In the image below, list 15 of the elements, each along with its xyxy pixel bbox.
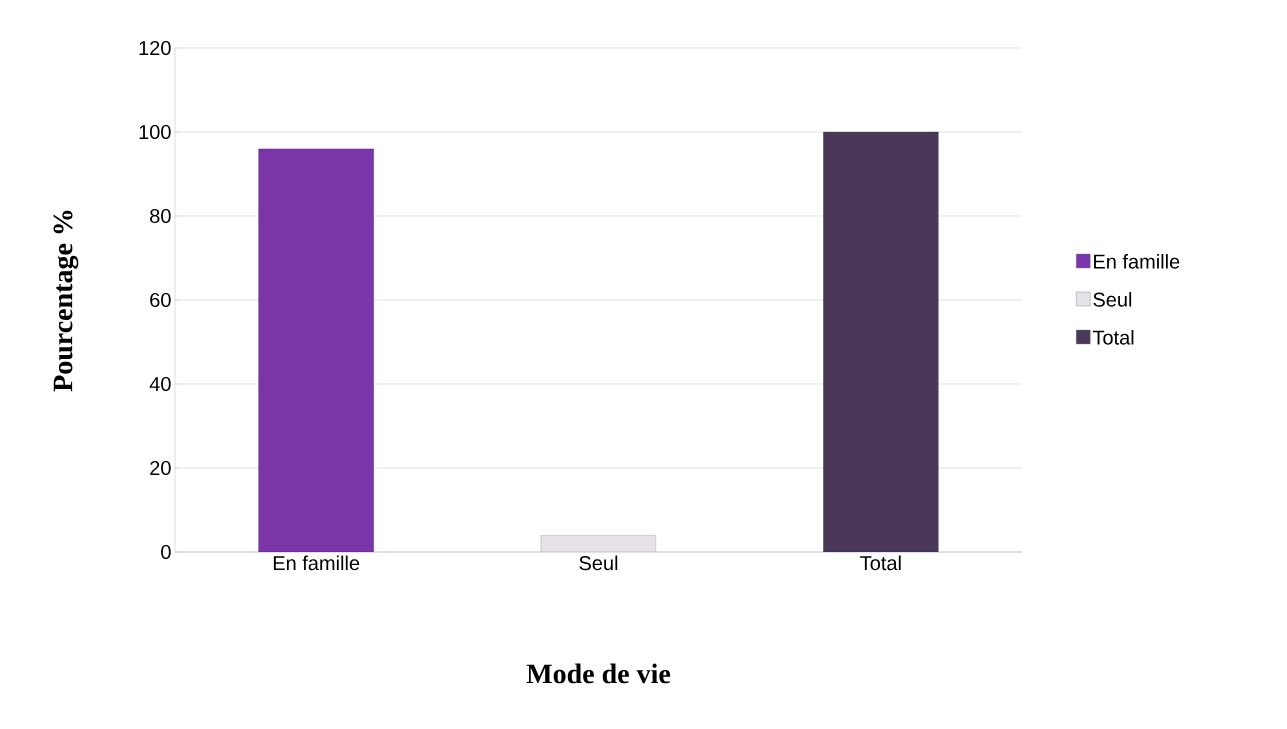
y-tick-label: 100: [139, 124, 171, 140]
legend-label: En famille: [1094, 254, 1180, 269]
y-axis-title: Pourcentage %: [53, 210, 79, 392]
x-tick-label: Seul: [579, 555, 618, 571]
legend-label: Seul: [1093, 292, 1132, 307]
x-tick-label: Total: [860, 555, 901, 571]
y-tick-label: 120: [139, 40, 171, 56]
y-tick-label: 80: [150, 208, 171, 224]
legend-label: Total: [1092, 330, 1134, 345]
y-tick-label: 0: [161, 544, 171, 560]
y-tick-label: 40: [149, 376, 171, 392]
y-tick-label: 20: [150, 460, 171, 476]
x-axis-title: Mode de vie: [526, 663, 671, 684]
x-tick-label: En famille: [273, 555, 360, 571]
y-tick-label: 60: [150, 292, 171, 308]
